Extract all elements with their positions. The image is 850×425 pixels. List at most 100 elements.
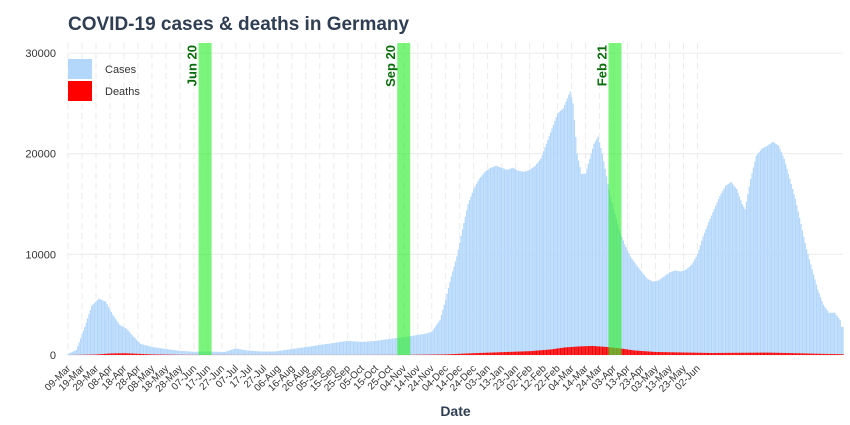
deaths-bar bbox=[755, 352, 757, 355]
cases-bar bbox=[474, 186, 476, 355]
cases-bar bbox=[180, 350, 182, 355]
deaths-bar bbox=[705, 352, 707, 355]
deaths-bar bbox=[713, 352, 715, 355]
cases-bar bbox=[814, 279, 816, 355]
cases-bar bbox=[285, 349, 287, 355]
cases-bar bbox=[219, 351, 222, 355]
cases-bar bbox=[565, 101, 567, 355]
cases-bar bbox=[189, 351, 191, 355]
cases-bar bbox=[761, 148, 763, 355]
cases-bar bbox=[503, 168, 506, 355]
cases-bar bbox=[506, 169, 508, 355]
cases-bar bbox=[278, 350, 280, 355]
cases-bar bbox=[333, 342, 335, 355]
cases-bar bbox=[654, 281, 657, 355]
cases-bar bbox=[650, 280, 652, 355]
cases-bar bbox=[678, 271, 680, 355]
deaths-bar bbox=[116, 353, 118, 355]
cases-bar bbox=[389, 338, 391, 355]
cases-bar bbox=[729, 182, 731, 355]
cases-bar bbox=[552, 124, 555, 355]
deaths-bar bbox=[534, 350, 536, 355]
deaths-bar bbox=[562, 347, 564, 355]
deaths-bar bbox=[631, 350, 633, 355]
cases-bar bbox=[523, 171, 525, 355]
cases-bar bbox=[524, 171, 527, 355]
deaths-bar bbox=[720, 352, 722, 355]
deaths-bar bbox=[659, 352, 661, 355]
cases-bar bbox=[429, 332, 431, 355]
cases-bar bbox=[706, 225, 708, 355]
deaths-bar bbox=[622, 348, 624, 355]
deaths-bar bbox=[558, 348, 560, 355]
cases-bar bbox=[88, 314, 90, 355]
annotation-band bbox=[198, 43, 212, 355]
cases-bar bbox=[328, 343, 331, 355]
cases-bar bbox=[172, 349, 174, 355]
cases-bar bbox=[536, 164, 538, 355]
cases-bar bbox=[323, 344, 325, 355]
cases-bar bbox=[838, 318, 840, 355]
cases-bar bbox=[289, 349, 292, 355]
deaths-bar bbox=[639, 350, 641, 355]
deaths-bar bbox=[840, 354, 843, 355]
cases-bar bbox=[126, 328, 128, 355]
deaths-bar bbox=[601, 346, 604, 355]
cases-bar bbox=[341, 341, 343, 355]
cases-bar bbox=[306, 346, 308, 355]
cases-bar bbox=[808, 259, 811, 355]
cases-bar bbox=[754, 161, 756, 355]
deaths-bar bbox=[635, 350, 637, 355]
cases-bar bbox=[702, 236, 704, 355]
cases-bar bbox=[801, 230, 804, 355]
cases-bar bbox=[796, 205, 798, 355]
cases-bar bbox=[155, 347, 157, 355]
deaths-bar bbox=[730, 352, 732, 355]
deaths-bar bbox=[727, 352, 729, 355]
deaths-bar bbox=[759, 352, 762, 355]
cases-bar bbox=[481, 175, 483, 355]
cases-bar bbox=[794, 199, 797, 355]
cases-bar bbox=[625, 247, 627, 355]
deaths-bar bbox=[466, 353, 468, 355]
deaths-bar bbox=[144, 354, 146, 355]
deaths-bar bbox=[456, 353, 458, 355]
cases-bar bbox=[264, 351, 266, 355]
deaths-bar bbox=[817, 353, 819, 355]
cases-bar bbox=[501, 167, 503, 355]
cases-bar bbox=[747, 193, 749, 355]
cases-bar bbox=[110, 312, 112, 355]
deaths-bar bbox=[519, 351, 521, 355]
deaths-bar bbox=[645, 351, 647, 355]
deaths-bar bbox=[703, 352, 706, 355]
deaths-bar bbox=[520, 351, 522, 355]
deaths-bar bbox=[485, 352, 487, 355]
cases-bar bbox=[250, 350, 252, 355]
cases-bar bbox=[538, 160, 541, 355]
deaths-bar bbox=[110, 353, 112, 355]
deaths-bar bbox=[646, 351, 648, 355]
cases-bar bbox=[163, 348, 166, 355]
cases-bar bbox=[529, 169, 531, 355]
cases-bar bbox=[738, 196, 741, 355]
cases-bar bbox=[638, 267, 640, 355]
deaths-bar bbox=[555, 348, 557, 355]
cases-bar bbox=[603, 161, 605, 355]
cases-bar bbox=[288, 349, 290, 355]
cases-bar bbox=[685, 269, 687, 355]
cases-bar bbox=[175, 350, 177, 355]
cases-bar bbox=[751, 173, 753, 355]
deaths-bar bbox=[793, 353, 795, 355]
cases-bar bbox=[480, 177, 482, 355]
cases-bars bbox=[67, 91, 844, 356]
cases-bar bbox=[601, 153, 604, 355]
deaths-bar bbox=[684, 352, 686, 355]
deaths-bar bbox=[666, 352, 668, 355]
deaths-bar bbox=[505, 352, 507, 355]
cases-bar bbox=[211, 351, 213, 355]
cases-bar bbox=[186, 351, 188, 355]
cases-bar bbox=[196, 351, 198, 355]
deaths-bar bbox=[556, 348, 559, 355]
deaths-bar bbox=[650, 351, 652, 355]
deaths-bar bbox=[729, 352, 731, 355]
